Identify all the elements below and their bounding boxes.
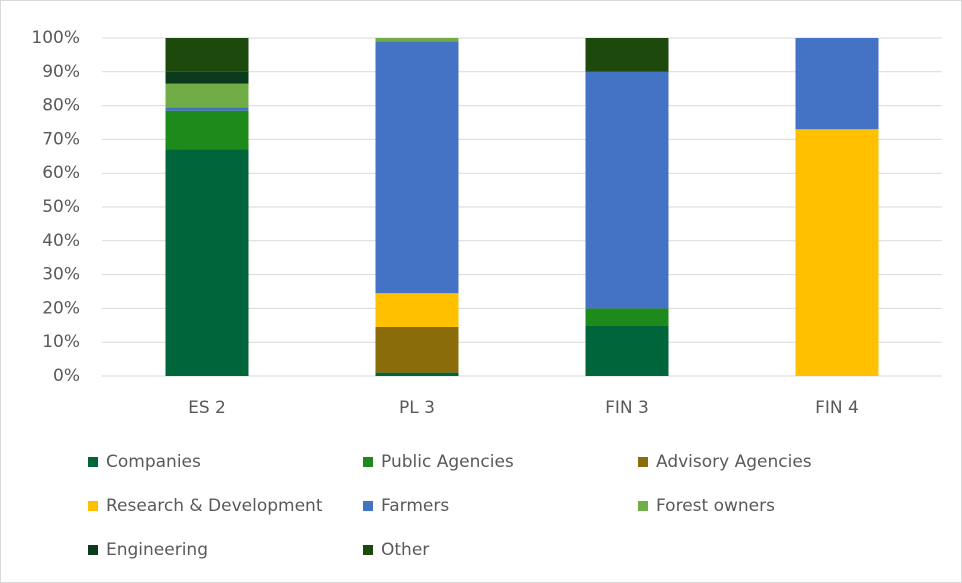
legend-swatch <box>638 457 648 467</box>
bar-segment <box>585 71 669 309</box>
bar-segment <box>585 38 669 72</box>
legend-label: Forest owners <box>656 496 775 516</box>
legend-swatch <box>363 501 373 511</box>
legend-label: Engineering <box>106 540 208 560</box>
bar-segment <box>165 110 249 150</box>
bar-segment <box>165 38 249 72</box>
legend-swatch <box>363 545 373 555</box>
legend-swatch <box>88 457 98 467</box>
legend-label: Advisory Agencies <box>656 452 812 472</box>
bar-segment <box>375 38 459 42</box>
y-tick-label: 90% <box>42 62 80 82</box>
x-tick-label: ES 2 <box>188 398 226 418</box>
bar-segment <box>375 326 459 373</box>
x-tick-label: FIN 3 <box>605 398 649 418</box>
legend-swatch <box>88 501 98 511</box>
y-tick-label: 10% <box>42 332 80 352</box>
y-tick-label: 60% <box>42 163 80 183</box>
bar-segment <box>795 129 879 376</box>
legend-swatch <box>363 457 373 467</box>
bar-segment <box>165 107 249 111</box>
bar-segment <box>585 325 669 376</box>
y-tick-label: 50% <box>42 197 80 217</box>
bar-segment <box>795 38 879 130</box>
legend-swatch <box>638 501 648 511</box>
bar-segment <box>165 149 249 376</box>
bar-segment <box>375 293 459 327</box>
x-tick-label: FIN 4 <box>815 398 859 418</box>
bar-segment <box>585 308 669 326</box>
y-tick-label: 20% <box>42 298 80 318</box>
legend-label: Research & Development <box>106 496 323 516</box>
y-tick-label: 40% <box>42 231 80 251</box>
legend-label: Public Agencies <box>381 452 514 472</box>
legend-swatch <box>88 545 98 555</box>
bar-segment <box>375 372 459 376</box>
bar-segment <box>165 83 249 108</box>
y-tick-label: 70% <box>42 129 80 149</box>
legend-label: Farmers <box>381 496 449 516</box>
y-tick-label: 100% <box>31 28 80 48</box>
legend-label: Companies <box>106 452 201 472</box>
y-tick-label: 80% <box>42 96 80 116</box>
bar-segment <box>375 41 459 294</box>
bar-segment <box>165 71 249 84</box>
y-tick-label: 0% <box>53 366 80 386</box>
x-tick-label: PL 3 <box>399 398 435 418</box>
y-tick-label: 30% <box>42 265 80 285</box>
legend-label: Other <box>381 540 429 560</box>
